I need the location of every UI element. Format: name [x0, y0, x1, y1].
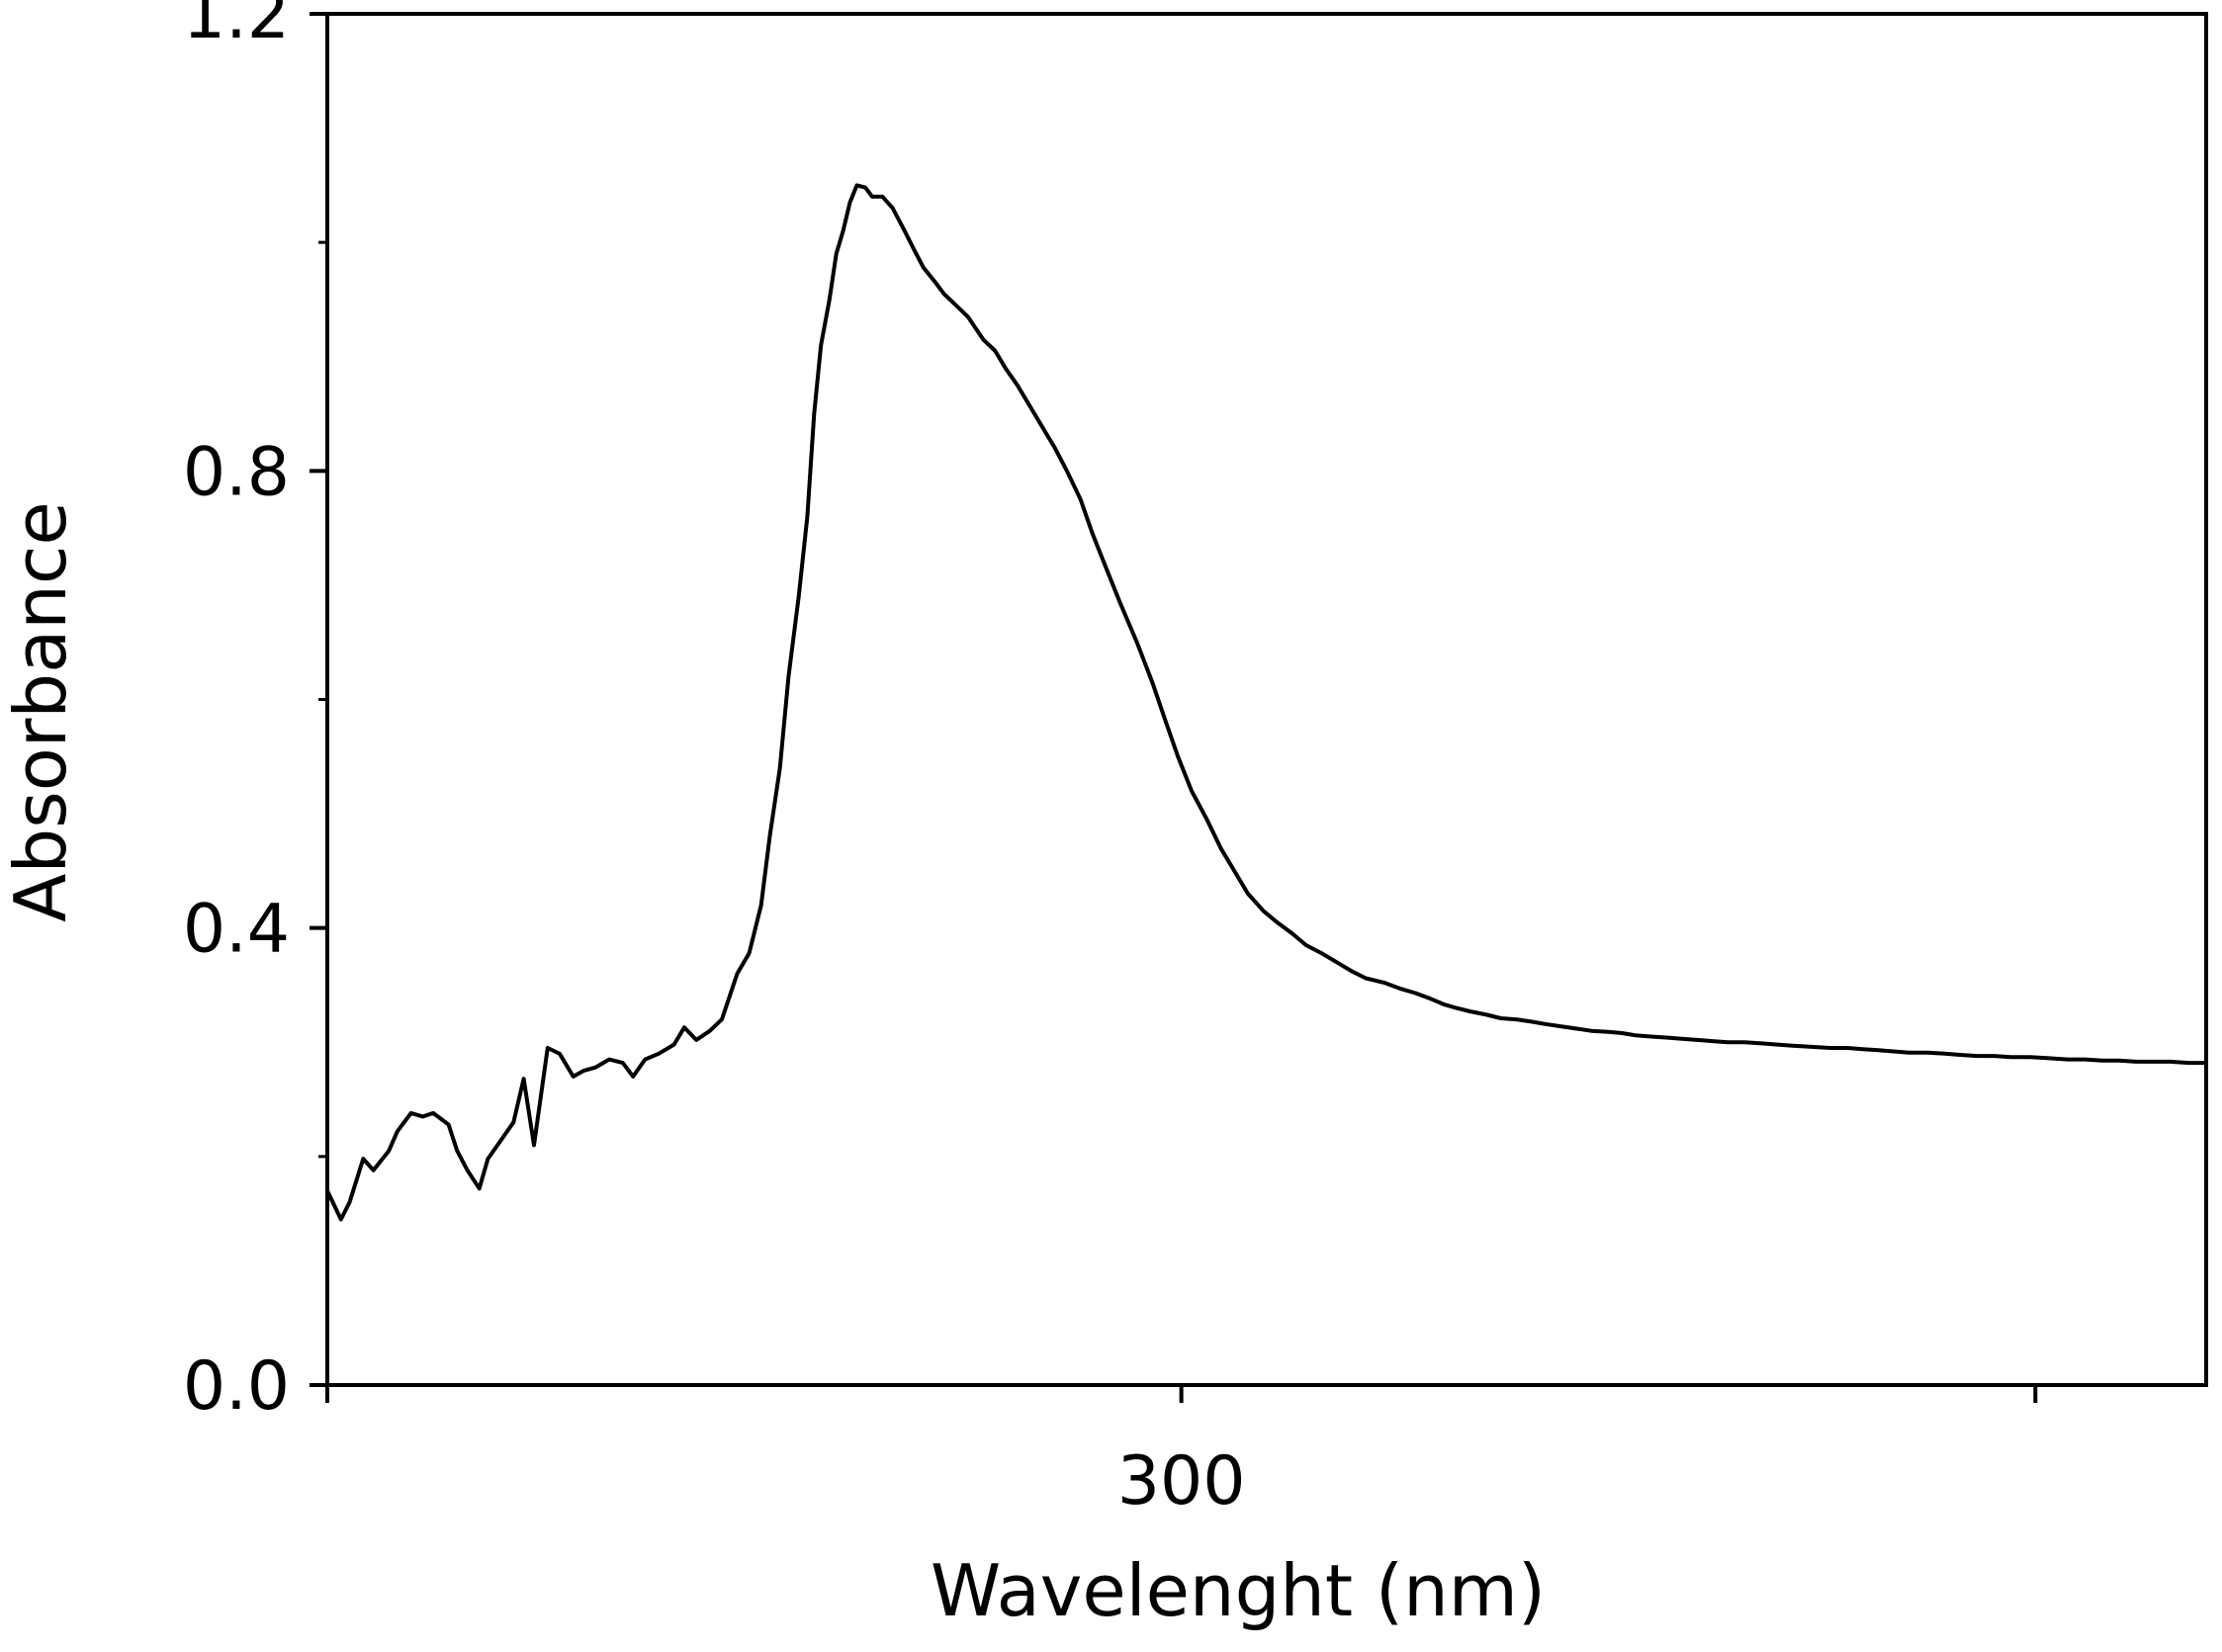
absorbance-series-line	[325, 183, 2208, 1222]
y-axis-title: Absorbance	[0, 501, 82, 921]
y-tick-label: 1.2	[183, 0, 290, 54]
y-tick-label: 0.8	[183, 433, 290, 511]
x-axis-title: Wavelenght (nm)	[931, 1549, 1546, 1632]
y-tick-label: 0.4	[183, 891, 290, 969]
y-axis-ticks: 0.0 0.4 0.8 1.2	[183, 0, 327, 1426]
x-axis-ticks: 300	[325, 1385, 2038, 1521]
series-layer	[325, 183, 2208, 1222]
y-tick-label: 0.0	[183, 1348, 290, 1426]
x-tick-label: 300	[1117, 1442, 1246, 1521]
